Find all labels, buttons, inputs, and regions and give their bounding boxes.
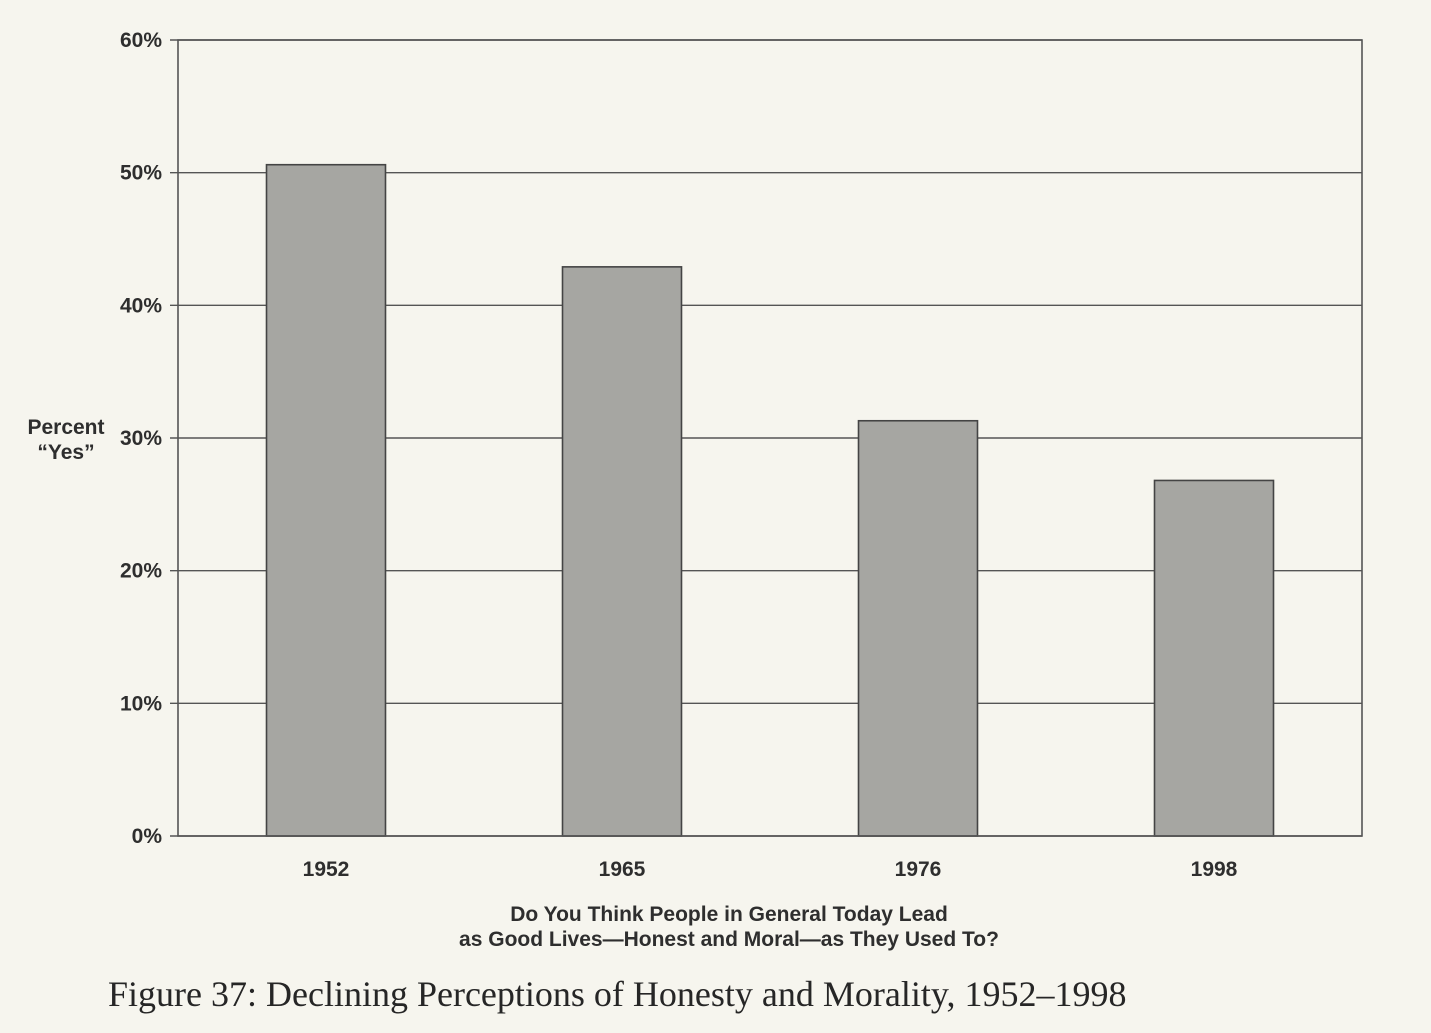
bar-1998	[1153, 479, 1275, 837]
x-tick-label: 1976	[895, 858, 942, 881]
x-tick-label: 1952	[303, 858, 350, 881]
y-tick-label: 20%	[120, 560, 162, 583]
x-tick-label: 1965	[599, 858, 646, 881]
y-axis-title-line2: “Yes”	[37, 441, 94, 464]
y-tick-label: 60%	[120, 29, 162, 52]
y-tick-label: 40%	[120, 294, 162, 317]
bar-1976	[857, 419, 979, 837]
y-tick-label: 10%	[120, 692, 162, 715]
y-tick-label: 0%	[132, 825, 163, 848]
y-tick-labels: 0% 10% 20% 30% 40% 50% 60%	[120, 29, 162, 848]
x-tick-label: 1998	[1191, 858, 1238, 881]
bar-1965	[561, 266, 683, 837]
bars	[265, 163, 1275, 837]
y-axis-title-line1: Percent	[27, 416, 104, 439]
x-tick-labels: 1952 1965 1976 1998	[303, 858, 1238, 881]
plot-frame	[177, 39, 1363, 837]
y-tick-label: 50%	[120, 162, 162, 185]
bar-1952	[265, 163, 387, 837]
x-axis-title-line1: Do You Think People in General Today Lea…	[510, 903, 948, 926]
x-axis-title-line2: as Good Lives—Honest and Moral—as They U…	[459, 928, 999, 951]
y-tick-label: 30%	[120, 427, 162, 450]
figure-caption: Figure 37: Declining Perceptions of Hone…	[108, 974, 1127, 1014]
